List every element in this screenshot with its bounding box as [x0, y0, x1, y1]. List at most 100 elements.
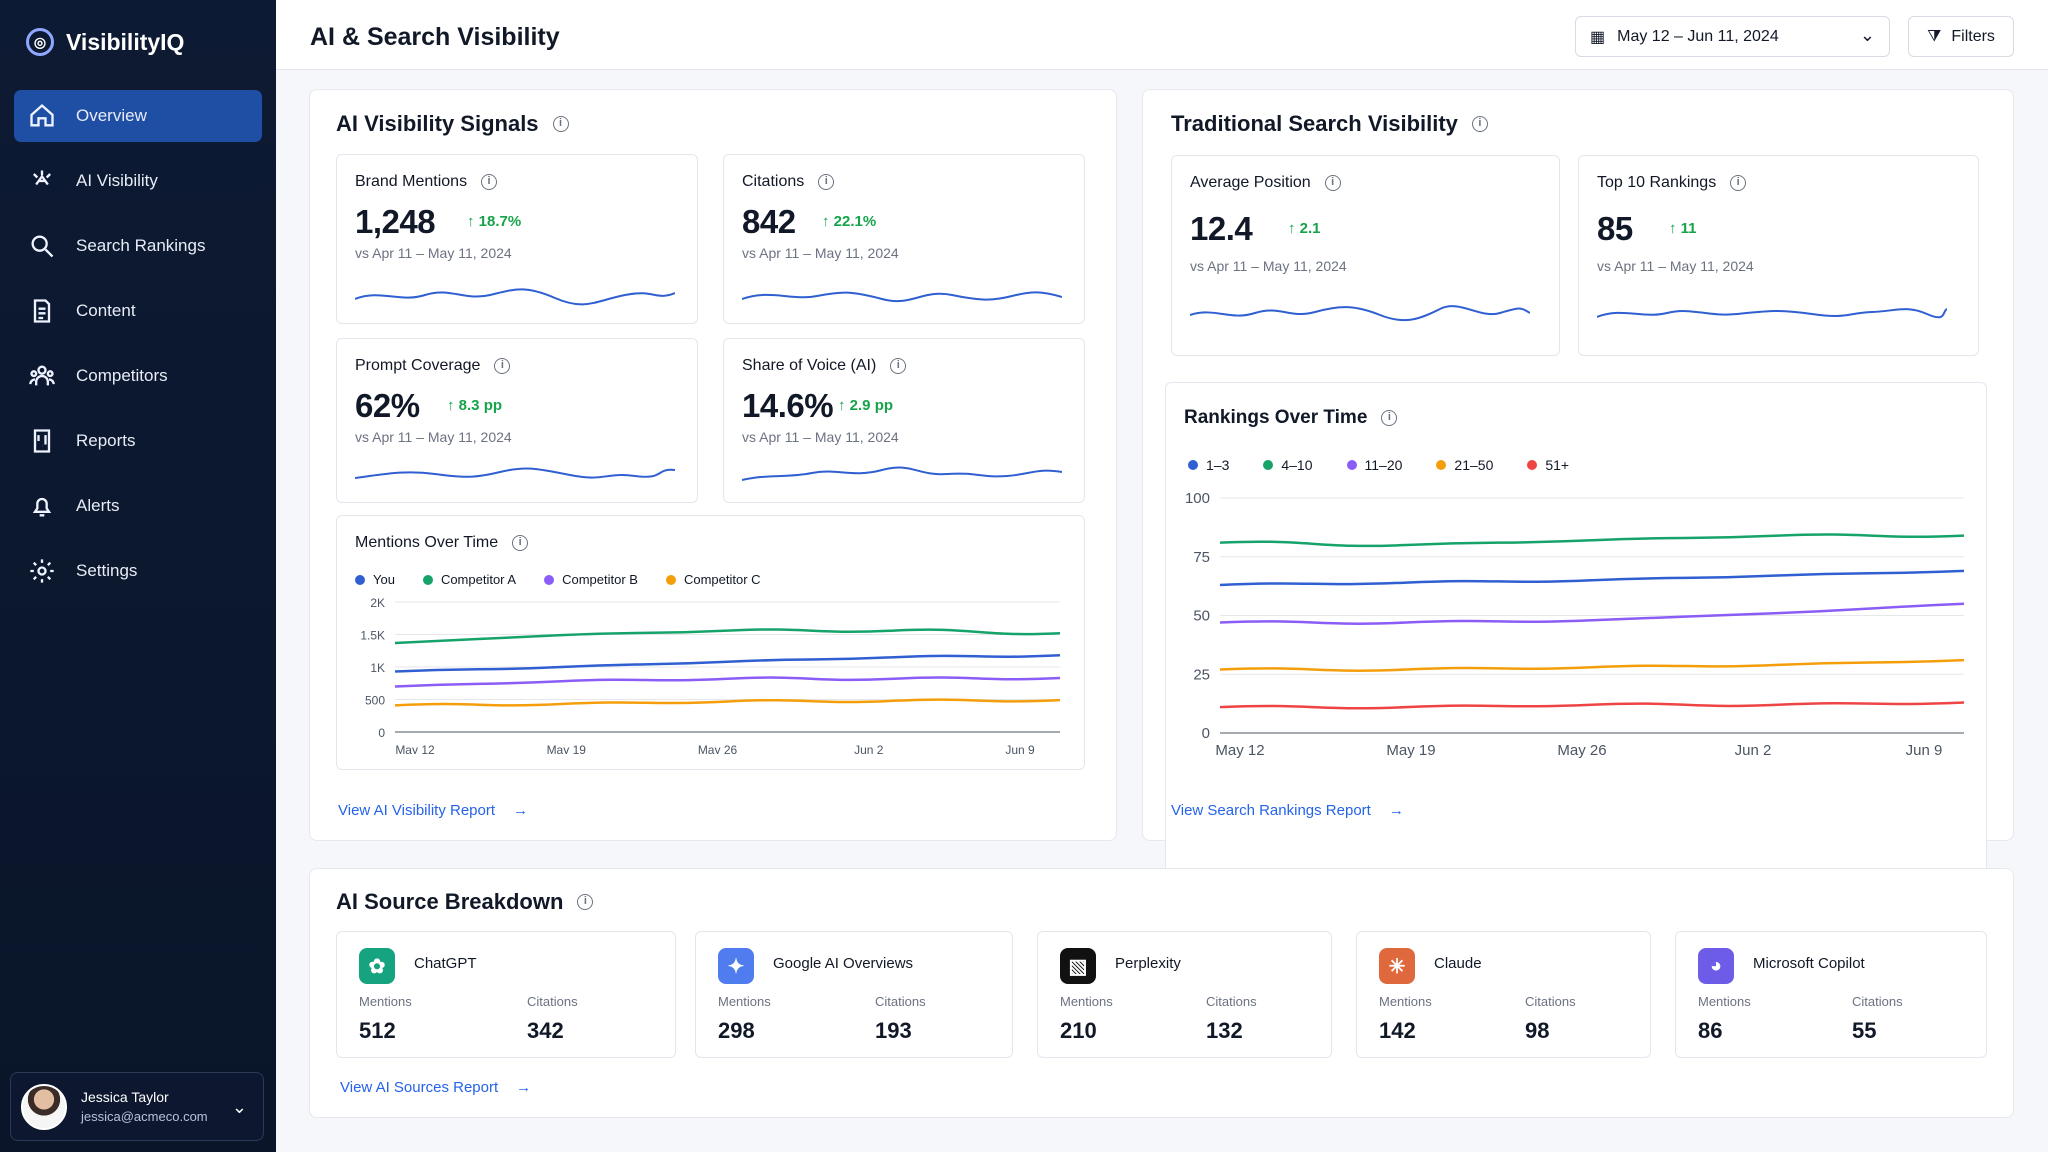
search-rankings-report-link[interactable]: View Search Rankings Report → [1171, 802, 1404, 819]
metric-delta: ↑ 2.1 [1288, 220, 1321, 237]
ai-visibility-panel: AI Visibility Signals i Brand Mentions i 1,… [309, 89, 1117, 841]
sidebar-item-label: Settings [76, 561, 138, 580]
claude-icon: ✳ [1379, 948, 1415, 984]
report-icon [33, 429, 51, 453]
source-card-perplexity[interactable]: ▧ Perplexity Mentions Citations 210 132 [1037, 931, 1332, 1058]
info-icon[interactable]: i [1324, 175, 1341, 191]
rankings-chart-card: Rankings Over Time i 1–3 4–10 11–20 21–50 51+… [1165, 382, 1987, 874]
traditional-search-panel: Traditional Search Visibility i Average P… [1142, 89, 2014, 874]
metric-comparison: vs Apr 11 – May 11, 2024 [1597, 258, 1754, 274]
info-icon[interactable]: i [890, 358, 907, 374]
rankings-line-chart: 0 25 50 75 100 May 12 May 19 May 26 Jun 2 Jun 9 [1185, 490, 1965, 759]
filter-icon: ⧩ [1927, 27, 1942, 45]
series-line-21–50 [1219, 658, 1965, 672]
metric-card-top-10-rankings[interactable]: Top 10 Rankings i 85 ↑ 11 vs Apr 11 – May 11… [1578, 155, 1979, 356]
panel-title: AI Source Breakdown i [336, 889, 594, 915]
citations-label: Citations [742, 173, 805, 190]
user-menu[interactable]: Jessica Taylor jessica@acmeco.com ⌄ [10, 1072, 264, 1141]
delta-value: 11 [1680, 220, 1697, 237]
app-logo[interactable]: ◎ VisibilityIQ [26, 28, 184, 56]
citations-label: Citations [1852, 994, 1903, 1009]
source-card-claude[interactable]: ✳ Claude Mentions Citations 142 98 [1356, 931, 1651, 1058]
series-line-4–10 [1219, 533, 1965, 548]
legend-label: Competitor B [562, 572, 638, 587]
info-icon[interactable]: i [552, 116, 569, 132]
metric-value: 14.6% [742, 387, 834, 424]
source-card-chatgpt[interactable]: ✿ ChatGPT Mentions Citations 512 342 [336, 931, 676, 1058]
sidebar-item-reports[interactable]: Reports [14, 415, 262, 467]
app-name: VisibilityIQ [66, 28, 185, 55]
ai-visibility-report-link[interactable]: View AI Visibility Report → [338, 802, 528, 819]
ai-report-link-label: View AI Visibility Report [338, 802, 496, 819]
legend-item[interactable]: Competitor A [422, 572, 516, 587]
legend-swatch [1527, 460, 1538, 470]
sparkline [1190, 305, 1530, 322]
info-icon[interactable]: i [577, 894, 594, 910]
panel-title: AI Visibility Signals i [336, 111, 569, 137]
metric-card-prompt-coverage[interactable]: Prompt Coverage i 62% ↑ 8.3 pp vs Apr 11 – M… [336, 338, 698, 503]
info-icon[interactable]: i [818, 174, 835, 190]
delta-value: 8.3 pp [458, 397, 503, 414]
gear-icon [30, 559, 54, 583]
x-tick-label: May 26 [698, 743, 738, 754]
x-tick-label: May 26 [1557, 742, 1606, 759]
metric-comparison: vs Apr 11 – May 11, 2024 [742, 429, 899, 445]
filters-button[interactable]: ⧩ Filters [1908, 16, 2014, 57]
legend-label: Competitor C [683, 572, 761, 587]
legend-swatch [665, 574, 676, 585]
bell-icon [32, 497, 52, 517]
delta-value: 18.7% [478, 213, 522, 230]
sparkline [1597, 308, 1947, 319]
info-icon[interactable]: i [1471, 116, 1488, 132]
date-range-picker[interactable]: ▦ May 12 – Jun 11, 2024 ⌄ [1575, 16, 1890, 57]
sidebar-item-settings[interactable]: Settings [14, 545, 262, 597]
legend-item[interactable]: 1–3 [1188, 457, 1229, 473]
chart-legend: 1–3 4–10 11–20 21–50 51+ [1188, 457, 1569, 473]
y-tick-label: 0 [378, 726, 385, 740]
sidebar-item-label: AI Visibility [76, 171, 158, 190]
sparkline [355, 288, 675, 306]
sidebar-item-search-rankings[interactable]: Search Rankings [14, 220, 262, 272]
legend-item[interactable]: Competitor B [544, 572, 638, 587]
google-spark-icon: ✦ [718, 948, 754, 984]
citations-value: 132 [1206, 1018, 1243, 1043]
sidebar-item-competitors[interactable]: Competitors [14, 350, 262, 402]
sidebar-item-overview[interactable]: Overview [14, 90, 262, 142]
search-report-link-label: View Search Rankings Report [1171, 802, 1371, 819]
source-card-google-ai-overviews[interactable]: ✦ Google AI Overviews Mentions Citations 298… [695, 931, 1013, 1058]
ai-sources-report-link[interactable]: View AI Sources Report → [340, 1079, 531, 1096]
info-icon[interactable]: i [512, 535, 529, 551]
info-icon[interactable]: i [1730, 175, 1747, 191]
panel-title: Traditional Search Visibility i [1171, 111, 1488, 137]
legend-item[interactable]: You [355, 572, 395, 587]
user-email: jessica@acmeco.com [81, 1108, 208, 1124]
legend-item[interactable]: 4–10 [1263, 457, 1313, 473]
metric-card-citations[interactable]: Citations i 842 ↑ 22.1% vs Apr 11 – May 11, … [723, 154, 1085, 324]
info-icon[interactable]: i [494, 358, 511, 374]
chart-legend: You Competitor A Competitor B Competitor C [355, 572, 761, 587]
legend-label: 21–50 [1454, 457, 1494, 473]
legend-item[interactable]: Competitor C [665, 572, 761, 587]
metric-card-brand-mentions[interactable]: Brand Mentions i 1,248 ↑ 18.7% vs Apr 11 – M… [336, 154, 698, 324]
metric-delta: ↑ 8.3 pp [447, 397, 503, 414]
legend-item[interactable]: 51+ [1527, 457, 1569, 473]
sidebar-item-alerts[interactable]: Alerts [14, 480, 262, 532]
source-card-microsoft-copilot[interactable]: ◕ Microsoft Copilot Mentions Citations 86 55 [1675, 931, 1987, 1058]
traditional-search-title: Traditional Search Visibility [1171, 111, 1458, 136]
x-tick-label: May 12 [1215, 742, 1264, 759]
chevron-down-icon: ⌄ [231, 1097, 247, 1117]
sidebar-item-ai-visibility[interactable]: AI Visibility [14, 155, 262, 207]
metric-comparison: vs Apr 11 – May 11, 2024 [1190, 258, 1347, 274]
mentions-chart-card: Mentions Over Time i You Competitor A Compe… [336, 515, 1085, 770]
legend-item[interactable]: 11–20 [1346, 457, 1402, 473]
metric-card-share-of-voice[interactable]: Share of Voice (AI) i 14.6% ↑ 2.9 pp vs Apr … [723, 338, 1085, 503]
metric-delta: ↑ 2.9 pp [838, 397, 894, 414]
info-icon[interactable]: i [1381, 410, 1398, 426]
citations-label: Citations [527, 994, 578, 1009]
info-icon[interactable]: i [481, 174, 498, 190]
chevron-down-icon: ⌄ [1859, 25, 1875, 45]
legend-item[interactable]: 21–50 [1436, 457, 1493, 473]
metric-card-average-position[interactable]: Average Position i 12.4 ↑ 2.1 vs Apr 11 – Ma… [1171, 155, 1560, 356]
sidebar-item-content[interactable]: Content [14, 285, 262, 337]
legend-swatch [1188, 460, 1198, 470]
